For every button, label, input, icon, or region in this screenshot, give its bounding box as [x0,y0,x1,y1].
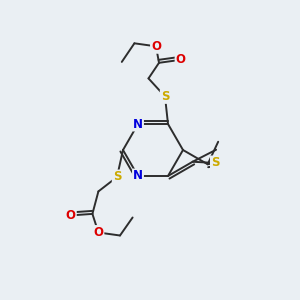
Text: N: N [133,169,143,182]
Text: O: O [151,40,161,53]
Text: S: S [113,170,121,184]
Text: O: O [66,209,76,222]
Text: S: S [211,157,219,169]
Text: O: O [176,53,186,66]
Text: S: S [161,90,169,103]
Text: N: N [133,118,143,130]
Text: O: O [93,226,103,239]
